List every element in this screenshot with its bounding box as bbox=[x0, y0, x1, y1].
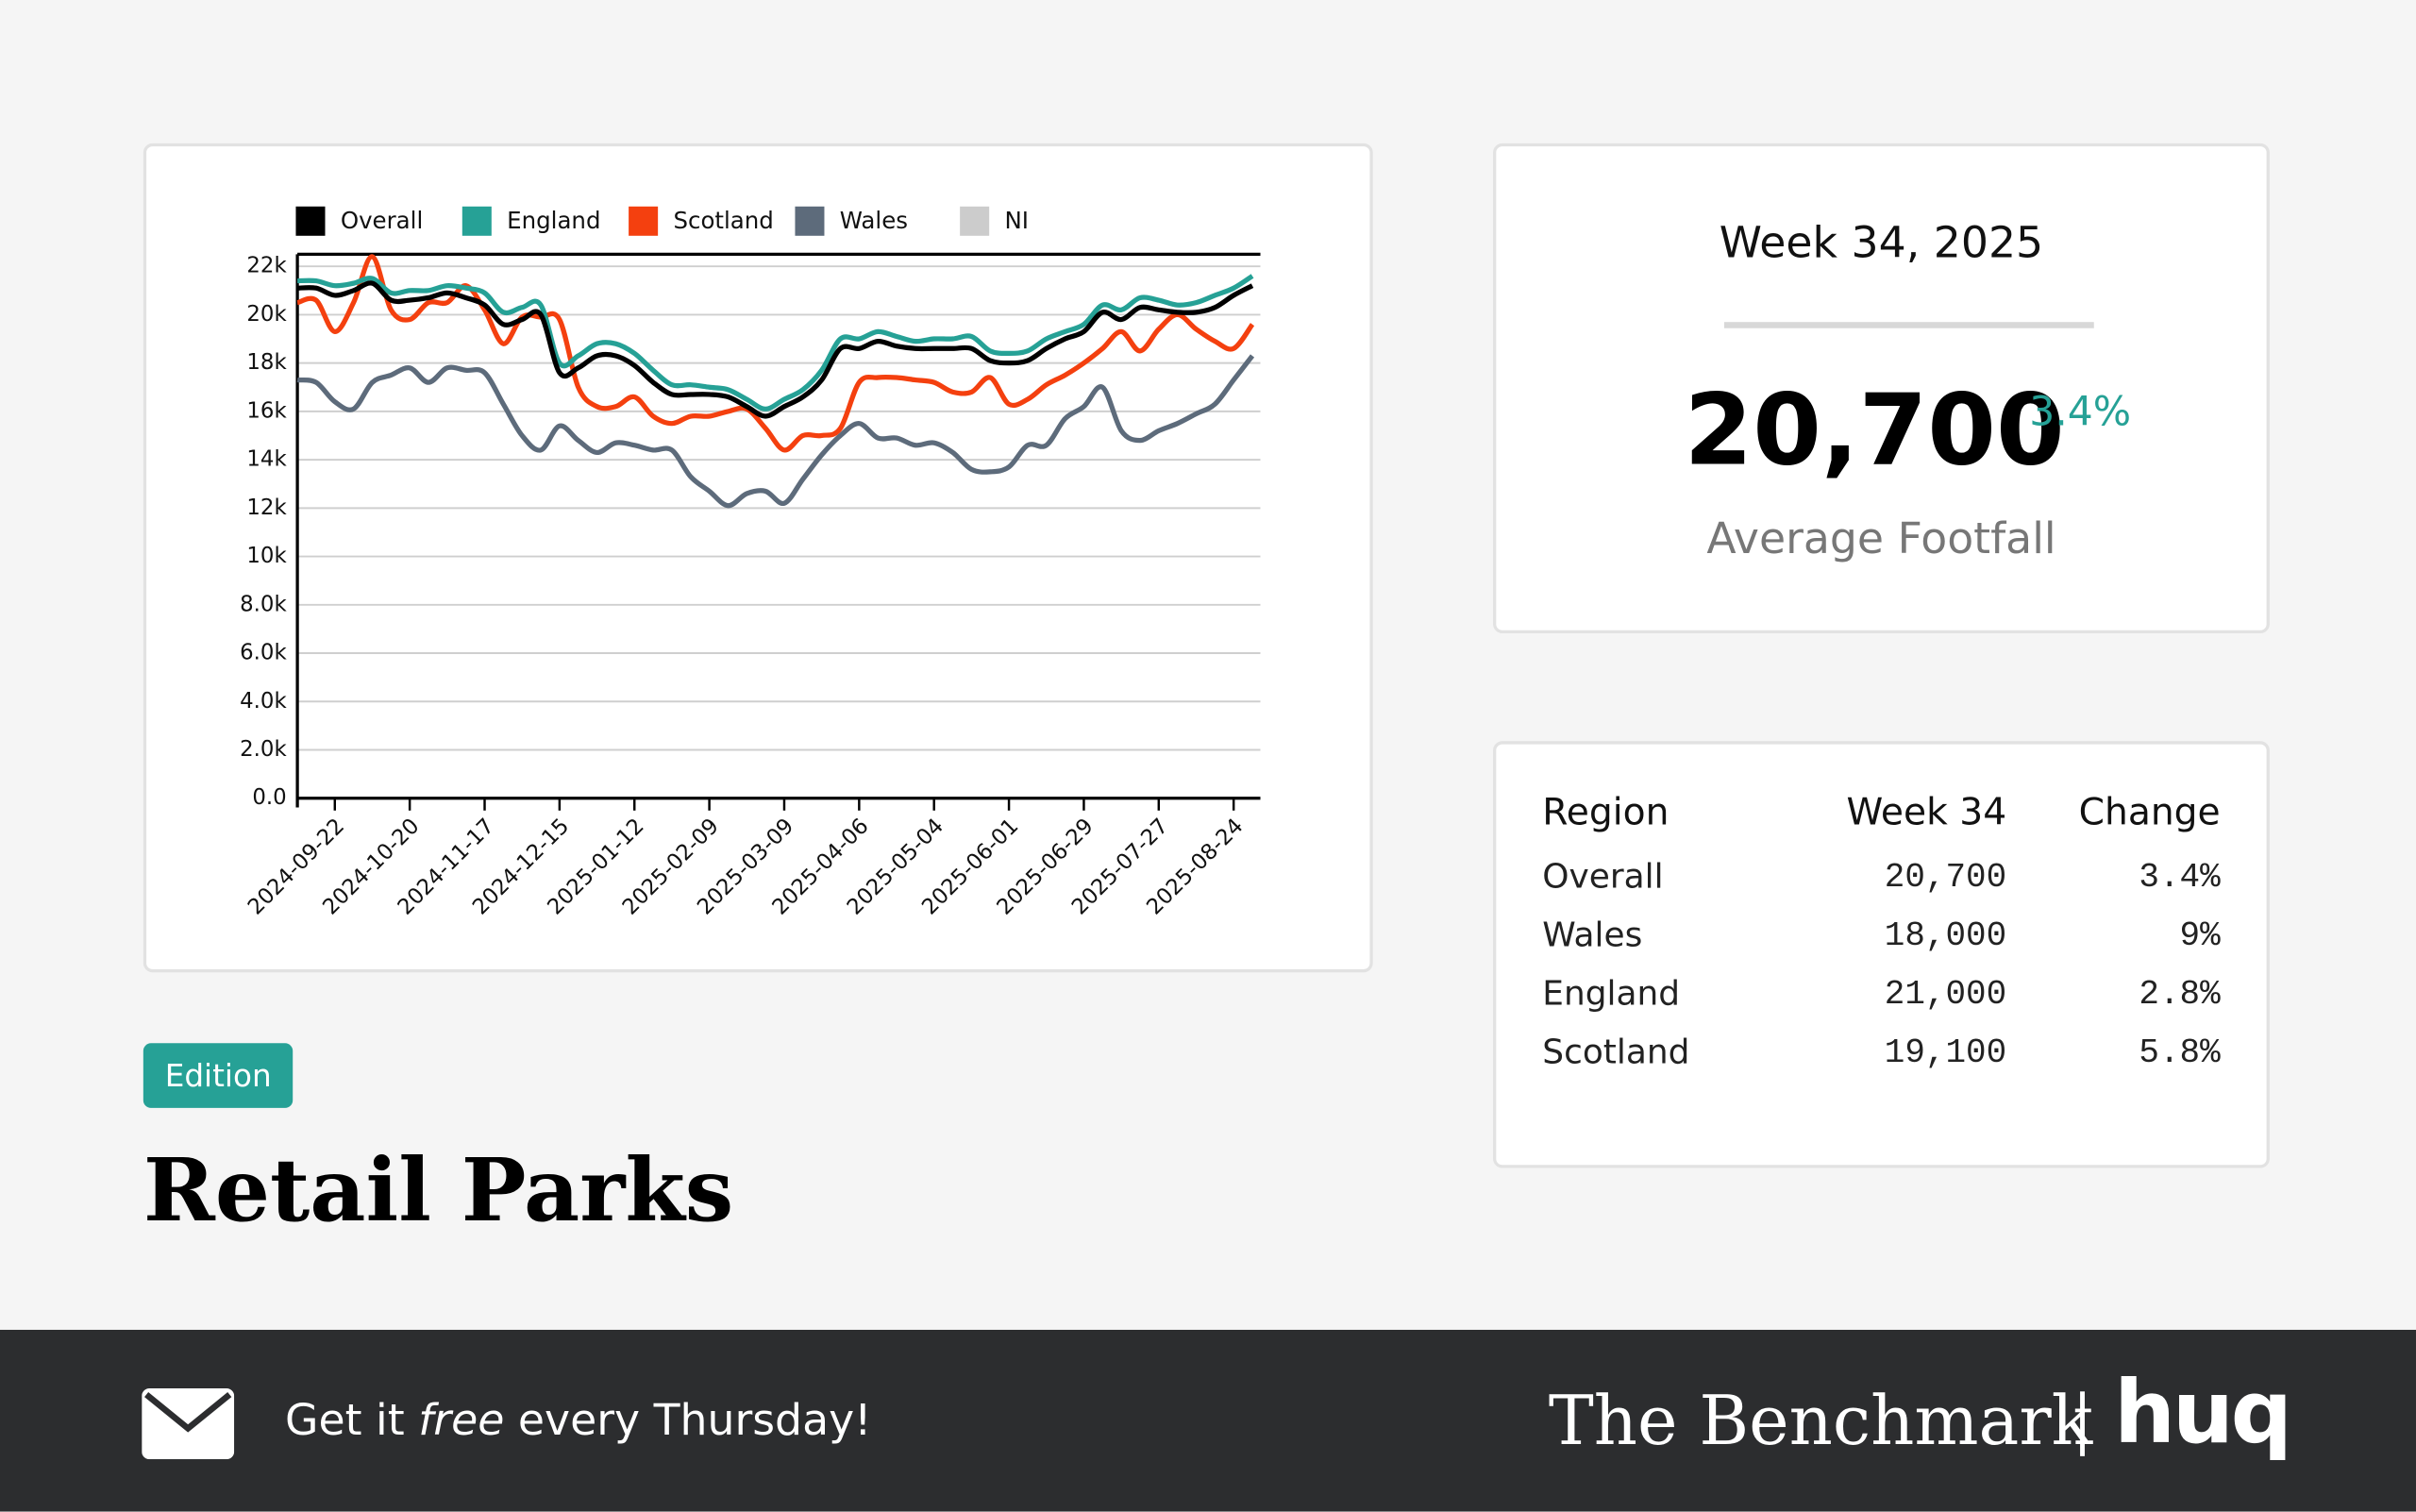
y-tick-label: 2.0k bbox=[240, 737, 287, 762]
legend-label: England bbox=[507, 207, 600, 234]
table-header: Region Week 34 Change bbox=[1542, 791, 2220, 852]
y-tick-label: 8.0k bbox=[240, 592, 287, 616]
table-cell: England bbox=[1542, 975, 1681, 1015]
legend-label: Scotland bbox=[673, 207, 773, 234]
y-tick-label: 4.0k bbox=[240, 689, 287, 714]
table-cell: 9% bbox=[2179, 916, 2221, 956]
brand: The Benchmark bbox=[1548, 1382, 2093, 1461]
summary-card: Week 34, 2025 20,700 3.4% Average Footfa… bbox=[1493, 143, 2270, 634]
series-line bbox=[296, 354, 1255, 509]
table-body: Overall 20,700 3.4% Wales 18,000 9% England 21,… bbox=[1542, 852, 2220, 1086]
edition-badge: Edition bbox=[143, 1043, 294, 1108]
series-line bbox=[297, 274, 1254, 412]
chart-card bbox=[143, 143, 1373, 973]
separator bbox=[2080, 1391, 2085, 1456]
logo: huq bbox=[2113, 1363, 2292, 1465]
y-tick-label: 12k bbox=[246, 496, 287, 520]
cta-text: Get it bbox=[285, 1394, 419, 1446]
y-tick-label: 18k bbox=[246, 350, 287, 375]
column-header: Region bbox=[1542, 790, 1669, 834]
y-tick-label: 10k bbox=[246, 544, 287, 568]
cta-text: every Thursday! bbox=[504, 1394, 872, 1446]
legend-swatch bbox=[629, 206, 659, 236]
y-tick-label: 16k bbox=[246, 398, 287, 423]
y-tick-label: 6.0k bbox=[240, 641, 287, 665]
cta-emphasis: free bbox=[418, 1394, 505, 1446]
legend-swatch bbox=[795, 206, 825, 236]
value-label: Average Footfall bbox=[1706, 512, 2056, 564]
legend-label: NI bbox=[1004, 207, 1029, 234]
legend-swatch bbox=[295, 206, 326, 236]
legend-label: Wales bbox=[840, 207, 908, 234]
legend-label: Overall bbox=[341, 207, 423, 234]
y-tick-label: 0.0 bbox=[252, 785, 286, 810]
table-cell: 18,000 bbox=[1884, 916, 2007, 956]
table-cell: 3.4% bbox=[2139, 858, 2221, 898]
table-cell: 20,700 bbox=[1884, 858, 2007, 898]
y-tick-label: 22k bbox=[246, 254, 287, 278]
cta[interactable]: Get it free every Thursday! bbox=[285, 1395, 871, 1446]
divider bbox=[1723, 322, 2094, 328]
table-row: Wales 18,000 9% bbox=[1542, 911, 2220, 969]
y-tick-label: 20k bbox=[246, 302, 287, 327]
table-cell: Wales bbox=[1542, 916, 1643, 956]
column-header: Change bbox=[2078, 790, 2221, 834]
table-card: Region Week 34 Change Overall 20,700 3.4% Wal… bbox=[1493, 741, 2270, 1168]
mail-icon bbox=[142, 1388, 235, 1460]
week-label: Week 34, 2025 bbox=[1719, 217, 2044, 269]
legend-swatch bbox=[461, 206, 492, 236]
table-row: Scotland 19,100 5.8% bbox=[1542, 1028, 2220, 1086]
y-tick-label: 14k bbox=[246, 447, 287, 472]
change-value: 3.4% bbox=[2029, 390, 2132, 437]
big-value: 20,700 bbox=[1684, 374, 2065, 489]
series-line bbox=[297, 280, 1254, 419]
table-row: England 21,000 2.8% bbox=[1542, 969, 2220, 1028]
column-header: Week 34 bbox=[1846, 790, 2007, 834]
table-cell: 19,100 bbox=[1884, 1033, 2007, 1073]
table-cell: 21,000 bbox=[1884, 975, 2007, 1015]
table-row: Overall 20,700 3.4% bbox=[1542, 852, 2220, 911]
footer: Get it free every Thursday! The Benchmar… bbox=[0, 1329, 2416, 1512]
table-cell: 2.8% bbox=[2139, 975, 2221, 1015]
table-cell: Overall bbox=[1542, 858, 1664, 898]
legend-swatch bbox=[960, 206, 990, 236]
table-cell: Scotland bbox=[1542, 1033, 1690, 1073]
table-cell: 5.8% bbox=[2139, 1033, 2221, 1073]
region-table: Region Week 34 Change Overall 20,700 3.4% Wal… bbox=[1542, 791, 2220, 1086]
page-title: Retail Parks bbox=[143, 1140, 734, 1242]
